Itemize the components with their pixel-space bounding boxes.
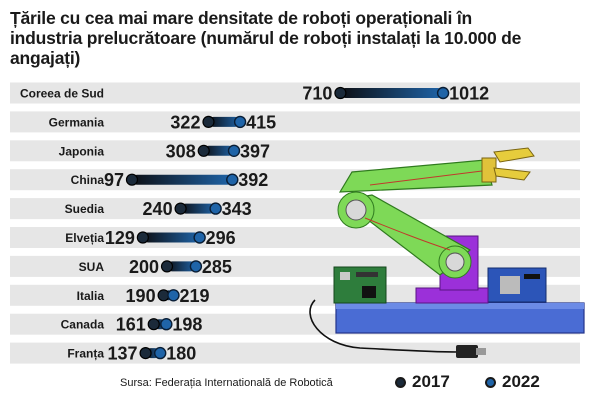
row-band: [10, 82, 580, 104]
usb-cable: [309, 299, 459, 353]
category-label: Franța: [67, 347, 104, 361]
dot-2017: [125, 173, 139, 186]
value-label-2022: 397: [240, 141, 270, 161]
category-label: Suedia: [65, 202, 105, 216]
robot-elbow-joint-cap: [345, 199, 367, 221]
range-bar: [131, 174, 233, 185]
value-label-2017: 240: [143, 199, 173, 219]
dot-2022: [226, 173, 239, 186]
value-label-2022: 415: [246, 112, 276, 132]
robot-gripper-bottom: [493, 167, 531, 181]
robot-wire-2: [369, 169, 491, 186]
title-line-2: industria prelucrătoare (numărul de robo…: [10, 28, 522, 68]
category-label: Japonia: [59, 144, 105, 158]
dot-2017: [174, 202, 187, 215]
robot-illustration: [309, 147, 585, 358]
usb-plug: [456, 345, 478, 358]
dot-2022: [209, 202, 222, 215]
category-label: Canada: [61, 318, 105, 332]
category-label: SUA: [79, 260, 105, 274]
value-label-2022: 198: [172, 315, 202, 335]
dot-2017: [202, 115, 215, 129]
value-label-2017: 137: [108, 344, 138, 364]
category-label: Germania: [49, 115, 105, 129]
dot-2017: [139, 347, 152, 360]
robot-base-joint-cap: [445, 252, 465, 272]
range-bar: [167, 261, 196, 272]
title-line-1: Țările cu cea mai mare densitate de robo…: [10, 8, 473, 28]
dot-2022: [153, 346, 167, 360]
legend-2022-label: 2022: [502, 372, 540, 391]
board-header-2: [524, 274, 540, 279]
legend-2022-dot: [485, 376, 496, 388]
range-bar: [340, 88, 444, 98]
robot-platform-top: [336, 303, 584, 309]
dot-2022: [160, 318, 173, 331]
robot-wrist: [481, 157, 497, 183]
range-bar: [208, 116, 241, 127]
value-label-2022: 219: [179, 286, 209, 306]
dot-2022: [233, 115, 247, 129]
board-header-1: [356, 272, 378, 277]
value-label-2022: 392: [238, 170, 268, 190]
value-label-2017: 97: [104, 170, 124, 190]
value-label-2022: 343: [222, 199, 252, 219]
legend-2017-label: 2017: [412, 372, 450, 391]
legend-item-2022: 2022: [485, 372, 540, 392]
value-label-2022: 285: [202, 257, 232, 277]
row-band: [10, 111, 580, 133]
dot-2022: [189, 260, 203, 273]
dot-2022: [193, 231, 206, 244]
board-chip-1: [340, 272, 350, 280]
chart-title: Țările cu cea mai mare densitate de robo…: [10, 8, 595, 68]
value-label-2022: 1012: [449, 84, 489, 104]
dot-2017: [160, 260, 174, 273]
robot-wire-1: [364, 217, 451, 251]
category-label: Coreea de Sud: [20, 87, 104, 101]
value-label-2017: 308: [166, 141, 196, 161]
category-label: Italia: [77, 289, 105, 303]
row-band: [10, 198, 580, 220]
legend-2017-dot: [395, 376, 406, 388]
value-label-2017: 200: [129, 257, 159, 277]
row-band: [10, 342, 580, 364]
range-bar: [180, 203, 216, 214]
value-label-2017: 322: [170, 112, 200, 132]
usb-connector: [476, 348, 486, 355]
dot-2017: [334, 86, 347, 100]
board-module: [500, 276, 520, 294]
range-bar: [203, 145, 234, 156]
robot-gripper-top: [493, 147, 535, 163]
board-chip-2: [362, 286, 376, 298]
legend-item-2017: 2017: [395, 372, 450, 392]
category-label: Elveția: [65, 231, 104, 245]
dot-2022: [167, 289, 180, 302]
category-label: China: [71, 173, 105, 187]
dot-2022: [227, 144, 241, 158]
chart-marks: Coreea de Sud 710 1012 Germania 322 415 Japoni…: [20, 84, 489, 364]
value-label-2017: 129: [105, 228, 135, 248]
value-label-2017: 161: [116, 315, 146, 335]
range-bar: [142, 232, 200, 243]
dot-2017: [197, 144, 210, 157]
dot-2022: [436, 86, 450, 100]
dot-2017: [147, 318, 160, 331]
value-label-2017: 190: [126, 286, 156, 306]
value-label-2022: 296: [206, 228, 236, 248]
dot-2017: [136, 231, 149, 244]
value-label-2022: 180: [166, 344, 196, 364]
source-note: Sursa: Federația Internatională de Robot…: [120, 377, 333, 389]
value-label-2017: 710: [302, 84, 332, 104]
row-band: [10, 140, 580, 162]
